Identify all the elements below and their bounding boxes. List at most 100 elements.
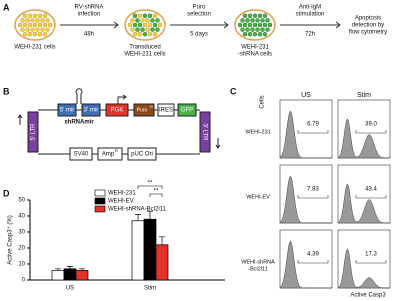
plasmid-label: 5' mir xyxy=(60,108,74,114)
cell xyxy=(260,27,265,32)
error-bar xyxy=(79,268,85,271)
cell xyxy=(135,18,140,23)
mir-box xyxy=(57,103,77,117)
cell xyxy=(45,27,50,32)
legend-swatch xyxy=(94,189,106,197)
cell xyxy=(262,22,268,28)
cell xyxy=(250,18,255,23)
cell xyxy=(47,22,53,28)
column-header: Stim xyxy=(357,92,371,99)
cell xyxy=(247,22,253,28)
legend-swatch xyxy=(94,197,106,205)
cell xyxy=(147,31,153,37)
y-tick-label: 0 xyxy=(22,278,26,284)
plasmid-label: 3' mir xyxy=(84,108,98,114)
ires-box xyxy=(157,103,175,117)
ltr-box xyxy=(27,111,39,153)
cell xyxy=(240,27,245,32)
sv40-box xyxy=(69,147,93,161)
hairpin xyxy=(75,88,83,104)
cell xyxy=(27,13,33,19)
legend-swatch xyxy=(94,205,106,213)
arrow xyxy=(280,21,341,29)
cell xyxy=(132,22,138,28)
plasmid-label: pUC Ori xyxy=(131,152,153,158)
panel-label: D xyxy=(3,188,10,198)
cell xyxy=(142,13,148,19)
cell xyxy=(35,27,40,32)
label: WEHI-231 cells xyxy=(124,52,165,58)
cell xyxy=(27,22,33,28)
cell xyxy=(142,31,148,37)
histogram xyxy=(279,110,332,159)
panel-label: C xyxy=(230,86,237,96)
cell xyxy=(265,18,270,23)
label: Anti-IgM xyxy=(299,5,321,11)
cell xyxy=(140,18,145,23)
gate xyxy=(297,130,329,134)
row-label: WEHI-shRNA xyxy=(241,259,275,265)
bracket xyxy=(137,185,163,189)
cell xyxy=(37,31,43,37)
cell xyxy=(267,22,273,28)
plasmid-label: GFP xyxy=(181,108,193,114)
legend-label: WEHI-EV xyxy=(108,199,134,205)
cell xyxy=(242,31,248,37)
cell xyxy=(25,27,30,32)
plasmid-label: R xyxy=(115,148,118,153)
label: WEHI-231 cells xyxy=(14,45,55,51)
cell xyxy=(137,22,143,28)
cell xyxy=(27,31,33,37)
significance: ** xyxy=(154,189,159,195)
legend-label: WEHI-231 xyxy=(108,191,136,197)
label: selection xyxy=(187,12,211,18)
cell xyxy=(262,31,268,37)
x-tick-label: US xyxy=(66,286,74,292)
cell xyxy=(252,31,258,37)
cell xyxy=(257,22,263,28)
error-bar xyxy=(67,266,73,269)
gate-value: 6.79 xyxy=(307,122,319,128)
cell xyxy=(37,13,43,19)
plasmid-label: shRNAmir xyxy=(64,120,94,126)
histogram xyxy=(337,118,391,159)
gate xyxy=(355,130,387,134)
cell xyxy=(22,13,28,19)
bar xyxy=(75,270,89,281)
cell xyxy=(42,31,48,37)
label: 5 days xyxy=(190,32,208,38)
histogram xyxy=(279,175,332,224)
cell xyxy=(35,18,40,23)
axis-label: Active Casp3 xyxy=(350,293,386,299)
histogram xyxy=(337,248,391,289)
panel-label: B xyxy=(3,86,10,96)
plasmid-label: 3' LTR xyxy=(201,123,207,141)
ltr-box xyxy=(199,111,211,153)
cell xyxy=(40,27,45,32)
cell xyxy=(157,22,163,28)
plasmid-diagram xyxy=(17,88,221,161)
cell xyxy=(45,18,50,23)
panel-label: A xyxy=(3,2,10,12)
label: Transduced xyxy=(129,45,160,51)
cell xyxy=(250,27,255,32)
ori-box xyxy=(127,147,157,161)
pgk-box xyxy=(105,103,129,117)
cell xyxy=(237,22,243,28)
y-tick-label: 40 xyxy=(18,214,25,220)
cell xyxy=(17,22,23,28)
arrow xyxy=(215,138,221,149)
cell xyxy=(150,27,155,32)
cell xyxy=(25,18,30,23)
cell xyxy=(32,22,38,28)
error-bar xyxy=(147,210,153,220)
error-bar xyxy=(159,236,165,245)
cell xyxy=(242,13,248,19)
plasmid-label: Puro xyxy=(137,107,148,113)
row-label: -Bcl2l11 xyxy=(248,266,267,272)
plasmid-label: Amp xyxy=(102,152,115,158)
cell xyxy=(132,13,138,19)
cell xyxy=(22,22,28,28)
cell xyxy=(127,22,133,28)
bar xyxy=(131,220,145,281)
